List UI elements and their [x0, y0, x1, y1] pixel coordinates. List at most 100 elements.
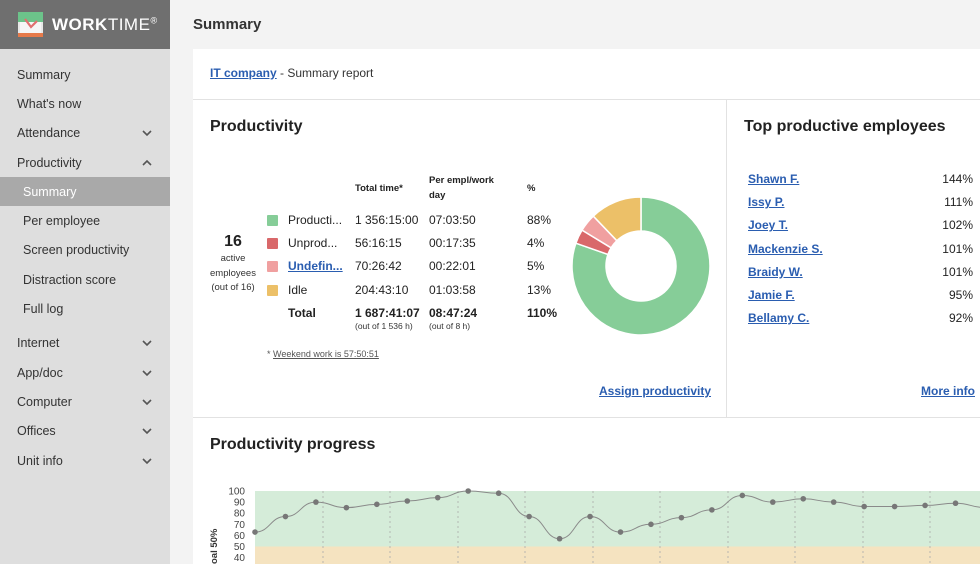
sidebar-item-screen-productivity[interactable]: Screen productivity [0, 236, 170, 265]
y-tick-label: 70 [234, 520, 246, 531]
logo-text: WORKTIME® [52, 14, 158, 34]
progress-point[interactable] [313, 499, 319, 505]
progress-point[interactable] [617, 529, 624, 535]
assign-productivity-link[interactable]: Assign productivity [599, 384, 712, 398]
weekend-link[interactable]: Weekend work is 57:50:51 [273, 349, 379, 359]
donut-slice-productive[interactable] [571, 196, 711, 336]
sidebar-item-label: Productivity [17, 155, 82, 170]
progress-point[interactable] [922, 502, 928, 509]
employee-name-link[interactable]: Joey T. [748, 218, 789, 233]
total-time: 204:43:10 [355, 283, 409, 297]
chevron-down-icon [142, 457, 152, 464]
progress-point[interactable] [861, 503, 867, 510]
sidebar-item-offices[interactable]: Offices [0, 417, 170, 446]
main-content: IT company - Summary report Productivity… [193, 49, 980, 564]
percent-value: 88% [527, 213, 552, 227]
above-goal-band [255, 491, 980, 547]
total-percent: 110% [527, 306, 558, 320]
category-label[interactable]: Undefin... [288, 259, 343, 273]
sidebar: WORKTIME® Summary What's now Attendance Pro… [0, 0, 170, 564]
y-tick-label: 90 [234, 498, 246, 509]
employee-productivity-value: 101% [942, 241, 973, 256]
breadcrumb: IT company - Summary report [210, 66, 373, 80]
sidebar-item-attendance[interactable]: Attendance [0, 119, 170, 148]
progress-point[interactable] [343, 504, 350, 511]
sidebar-item-summary[interactable]: Summary [0, 60, 170, 89]
progress-point[interactable] [769, 499, 776, 505]
total-label: Total [288, 306, 316, 320]
progress-point[interactable] [800, 495, 807, 502]
employee-name-link[interactable]: Issy P. [748, 195, 785, 210]
employee-name-link[interactable]: Shawn F. [748, 172, 800, 186]
employee-row: Mackenzie S. 101% [748, 242, 980, 258]
progress-point[interactable] [587, 513, 593, 520]
sidebar-item-app-doc[interactable]: App/doc [0, 358, 170, 387]
divider [726, 100, 727, 417]
employee-row: Braidy W. 101% [748, 265, 980, 281]
sidebar-item-per-employee[interactable]: Per employee [0, 206, 170, 235]
employee-row: Shawn F. 144% [748, 172, 980, 188]
progress-point[interactable] [891, 503, 898, 510]
progress-point[interactable] [556, 535, 563, 542]
per-empl-time: 00:22:01 [429, 259, 476, 273]
employee-row: Issy P. 111% [748, 195, 980, 211]
progress-title: Productivity progress [210, 436, 376, 453]
total-time: 70:26:42 [355, 259, 402, 273]
progress-point[interactable] [678, 514, 685, 521]
productivity-donut-chart [571, 196, 711, 336]
progress-point[interactable] [252, 529, 258, 535]
legend-swatch [267, 238, 278, 249]
active-count: 16 [224, 233, 242, 250]
active-label: active employees (out of 16) [210, 253, 256, 293]
worktime-logo-icon [18, 12, 43, 37]
percent-value: 4% [527, 236, 545, 250]
sidebar-item-label: Unit info [17, 453, 63, 468]
sidebar-item-full-log[interactable]: Full log [0, 294, 170, 323]
sidebar-item-computer[interactable]: Computer [0, 387, 170, 416]
progress-point[interactable] [526, 513, 532, 520]
donut-slice-idle[interactable] [592, 196, 642, 242]
breadcrumb-rest: - Summary report [276, 66, 374, 80]
employee-productivity-value: 102% [942, 218, 973, 233]
employee-name-link[interactable]: Bellamy C. [748, 311, 810, 326]
table-row: Unprod... 56:16:15 00:17:35 4% [267, 236, 567, 252]
progress-point[interactable] [952, 500, 959, 507]
employee-productivity-value: 144% [942, 172, 973, 186]
employee-name-link[interactable]: Braidy W. [748, 264, 803, 279]
sidebar-item-productivity[interactable]: Productivity [0, 148, 170, 177]
sidebar-item-distraction-score[interactable]: Distraction score [0, 265, 170, 294]
employee-name-link[interactable]: Jamie F. [748, 288, 795, 302]
employee-name-link[interactable]: Mackenzie S. [748, 241, 823, 256]
total-per-empl: 08:47:24 [429, 306, 478, 320]
page-header: Summary [170, 0, 980, 49]
sidebar-item-label: App/doc [17, 365, 63, 380]
progress-point[interactable] [404, 498, 411, 504]
progress-point[interactable] [465, 488, 472, 494]
employee-productivity-value: 101% [942, 264, 973, 279]
progress-point[interactable] [374, 501, 380, 508]
progress-point[interactable] [282, 513, 289, 520]
sidebar-item-label: Offices [17, 424, 56, 439]
sidebar-item-unit-info[interactable]: Unit info [0, 446, 170, 475]
progress-point[interactable] [830, 499, 837, 505]
progress-point[interactable] [709, 507, 715, 513]
sidebar-item-internet[interactable]: Internet [0, 329, 170, 358]
employee-row: Jamie F. 95% [748, 288, 980, 304]
breadcrumb-company-link[interactable]: IT company [210, 66, 277, 80]
below-goal-band [255, 546, 980, 564]
sidebar-item-what-s-now[interactable]: What's now [0, 89, 170, 118]
more-info-link[interactable]: More info [921, 384, 975, 398]
progress-point[interactable] [434, 494, 441, 501]
logo-bar[interactable]: WORKTIME® [0, 0, 170, 49]
y-tick-label: 100 [228, 487, 245, 498]
progress-point[interactable] [648, 521, 654, 528]
legend-swatch [267, 215, 278, 226]
total-time: 56:16:15 [355, 236, 402, 250]
sidebar-item-summary[interactable]: Summary [0, 177, 170, 207]
sidebar-item-label: Distraction score [23, 272, 117, 287]
progress-point[interactable] [495, 490, 502, 497]
productivity-title: Productivity [210, 118, 303, 135]
progress-point[interactable] [739, 492, 746, 499]
chevron-down-icon [142, 399, 152, 406]
